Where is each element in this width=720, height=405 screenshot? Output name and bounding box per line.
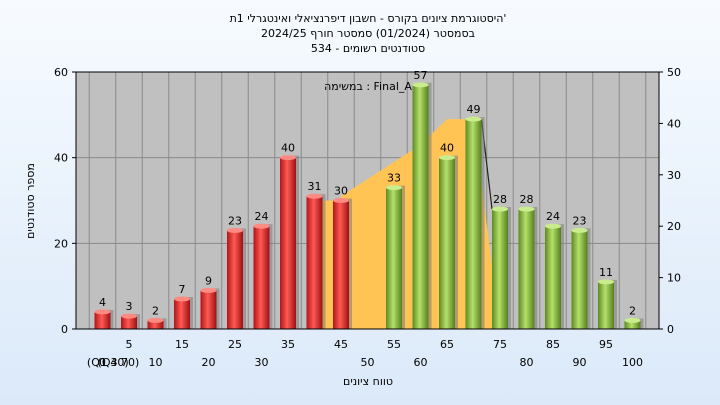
bar-data-label: 4 bbox=[99, 296, 106, 309]
y-tick-label: 60 bbox=[54, 66, 68, 79]
y-tick-label: 0 bbox=[61, 323, 68, 336]
bar-data-label: 57 bbox=[414, 69, 428, 82]
x-tick-label: 60 bbox=[414, 356, 428, 369]
x-tick-label: (Q3 70) bbox=[98, 356, 140, 369]
y-tick-label: 40 bbox=[54, 152, 68, 165]
x-tick-label: (Q1 40) bbox=[87, 356, 129, 369]
bar-cap bbox=[174, 296, 190, 302]
bar-cap bbox=[306, 193, 323, 199]
x-tick-label: 0 bbox=[99, 356, 106, 369]
bar-11 bbox=[412, 84, 429, 329]
chart-title-line-3: 534 - סטודנטים רשומים bbox=[311, 42, 425, 55]
bar-cap bbox=[253, 223, 270, 229]
x-tick-label: 65 bbox=[440, 338, 454, 351]
bar-cap bbox=[518, 206, 535, 212]
bar-cap bbox=[492, 206, 508, 212]
x-tick-label: 80 bbox=[520, 356, 534, 369]
bar-6 bbox=[253, 226, 270, 329]
bar-data-label: 30 bbox=[334, 185, 348, 198]
y2-tick-label: 30 bbox=[667, 169, 681, 182]
bar-5 bbox=[227, 230, 243, 329]
bar-data-label: 7 bbox=[179, 283, 186, 296]
task-annotation: במשימה : Final_A bbox=[324, 80, 412, 93]
bar-0 bbox=[94, 311, 111, 329]
bar-data-label: 40 bbox=[281, 142, 295, 155]
bar-18 bbox=[598, 281, 614, 329]
y2-tick-label: 20 bbox=[667, 220, 681, 233]
y2-tick-label: 50 bbox=[667, 66, 681, 79]
bar-cap bbox=[147, 317, 164, 323]
x-tick-label: 75 bbox=[493, 338, 507, 351]
x-tick-label: 5 bbox=[126, 338, 133, 351]
x-tick-label: 95 bbox=[599, 338, 613, 351]
bar-17 bbox=[571, 230, 588, 329]
bar-cap bbox=[465, 116, 482, 122]
bar-cap bbox=[598, 279, 614, 285]
bar-cap bbox=[439, 155, 455, 161]
bar-7 bbox=[280, 157, 296, 329]
x-tick-label: 45 bbox=[334, 338, 348, 351]
bar-13 bbox=[465, 119, 482, 329]
bar-cap bbox=[333, 198, 349, 203]
x-tick-label: 25 bbox=[228, 338, 242, 351]
bar-data-label: 3 bbox=[126, 300, 133, 313]
y-axis-label: מספר סטודנטים bbox=[24, 163, 37, 239]
bar-1 bbox=[121, 316, 137, 329]
bar-data-label: 11 bbox=[599, 266, 613, 279]
bar-16 bbox=[545, 226, 561, 329]
x-tick-label: 55 bbox=[387, 338, 401, 351]
bar-data-label: 40 bbox=[440, 142, 454, 155]
bar-12 bbox=[439, 157, 455, 329]
x-tick-label: 85 bbox=[546, 338, 560, 351]
bar-cap bbox=[121, 313, 137, 319]
bar-data-label: 28 bbox=[493, 193, 507, 206]
bar-data-label: 31 bbox=[308, 180, 322, 193]
chart-title-line-2: בסמסטר (01/2024) סמסטר חורף 2024/25 bbox=[261, 27, 475, 40]
bar-2 bbox=[147, 320, 164, 329]
bar-cap bbox=[227, 227, 243, 233]
bar-9 bbox=[333, 200, 349, 329]
x-tick-label: 50 bbox=[361, 356, 375, 369]
x-tick-label: 15 bbox=[175, 338, 189, 351]
x-tick-label: 10 bbox=[149, 356, 163, 369]
x-tick-label: 100 bbox=[622, 356, 643, 369]
bar-15 bbox=[518, 209, 535, 329]
bar-cap bbox=[624, 317, 641, 323]
bar-cap bbox=[94, 309, 111, 315]
bar-data-label: 2 bbox=[152, 304, 159, 317]
bar-cap bbox=[545, 223, 561, 229]
x-tick-label: 30 bbox=[255, 356, 269, 369]
bar-data-label: 23 bbox=[228, 214, 242, 227]
bar-14 bbox=[492, 209, 508, 329]
bar-8 bbox=[306, 196, 323, 329]
bar-data-label: 9 bbox=[205, 274, 212, 287]
bar-cap bbox=[280, 155, 296, 161]
bar-data-label: 49 bbox=[467, 103, 481, 116]
bar-cap bbox=[200, 287, 217, 293]
bar-19 bbox=[624, 320, 641, 329]
bar-cap bbox=[412, 82, 429, 88]
bar-data-label: 2 bbox=[629, 304, 636, 317]
y2-tick-label: 40 bbox=[667, 117, 681, 130]
x-tick-label: 20 bbox=[202, 356, 216, 369]
bar-data-label: 28 bbox=[520, 193, 534, 206]
x-axis-label: טווח ציונים bbox=[343, 375, 393, 388]
x-tick-label: 90 bbox=[573, 356, 587, 369]
bar-cap bbox=[386, 185, 402, 191]
bar-data-label: 24 bbox=[255, 210, 269, 223]
bar-data-label: 24 bbox=[546, 210, 560, 223]
bar-data-label: 33 bbox=[387, 172, 401, 185]
plot-frame bbox=[75, 71, 660, 330]
chart-title-line-1: היסטוגרמת ציונים בקורס - חשבון דיפרנציאל… bbox=[230, 12, 507, 25]
bar-data-label: 23 bbox=[573, 214, 587, 227]
bar-10 bbox=[386, 187, 402, 329]
x-tick-label: 35 bbox=[281, 338, 295, 351]
bar-cap bbox=[571, 227, 588, 233]
y2-tick-label: 0 bbox=[667, 323, 674, 336]
y-tick-label: 20 bbox=[54, 237, 68, 250]
bar-4 bbox=[200, 290, 217, 329]
bar-3 bbox=[174, 299, 190, 329]
y2-tick-label: 10 bbox=[667, 272, 681, 285]
